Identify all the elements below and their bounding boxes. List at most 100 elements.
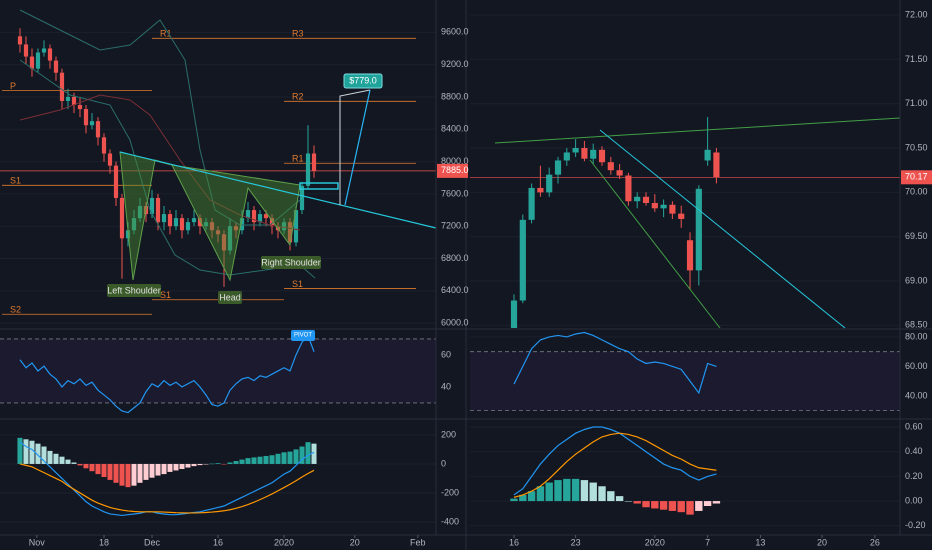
candle-body <box>269 218 275 227</box>
candle-body <box>311 153 317 171</box>
candle-body <box>233 226 239 231</box>
histogram-bar <box>53 453 59 464</box>
histogram-bar <box>17 437 23 464</box>
candle-body <box>101 137 107 154</box>
y-tick-label: 0.40 <box>905 446 923 456</box>
candle-body <box>660 204 667 209</box>
candle-body <box>528 187 535 220</box>
x-tick-label: Feb <box>410 537 426 547</box>
last-price-box <box>437 163 468 178</box>
candle-body <box>221 234 227 251</box>
histogram-bar <box>281 452 287 464</box>
histogram-bar <box>571 478 580 502</box>
pivot-label: R3 <box>292 29 304 39</box>
candle-body <box>197 218 203 227</box>
histogram-bar <box>263 455 269 464</box>
pane <box>470 331 900 412</box>
candle-body <box>17 36 23 45</box>
rsi-band <box>0 338 436 403</box>
y-tick-label: 200 <box>441 429 456 439</box>
histogram-bar <box>149 463 155 478</box>
y-tick-label: 6400.0 <box>441 285 469 295</box>
candle-body <box>695 188 702 271</box>
candle-body <box>590 149 597 159</box>
histogram-bar <box>143 463 149 480</box>
histogram-bar <box>651 501 659 509</box>
x-tick-label: 26 <box>870 537 880 547</box>
histogram-bar <box>83 463 89 469</box>
y-tick-label: 70.50 <box>905 142 928 152</box>
last-price-box <box>901 170 932 185</box>
candle-body <box>179 218 185 231</box>
histogram-bar <box>598 486 606 502</box>
histogram-bar <box>686 501 694 515</box>
histogram-bar <box>203 463 209 465</box>
histogram-bar <box>624 501 633 502</box>
histogram-bar <box>245 458 251 464</box>
histogram-bar <box>659 501 668 510</box>
candle-body <box>35 52 41 69</box>
y-tick-label: 40.00 <box>905 390 928 400</box>
pane <box>0 334 436 414</box>
last-price-label: 7885.0 <box>441 165 469 175</box>
candle-body <box>239 218 245 231</box>
histogram-bar <box>221 463 227 465</box>
histogram-bar <box>197 463 203 466</box>
y-tick-label: 40 <box>441 381 451 391</box>
candle-body <box>215 230 221 235</box>
bollinger-upper <box>19 9 301 226</box>
histogram-bar <box>703 501 712 507</box>
annotation: Left Shoulder <box>107 285 161 295</box>
histogram-bar <box>554 480 562 502</box>
neckline <box>119 151 437 229</box>
pivot-label: P <box>10 81 16 91</box>
y-tick-label: -0.20 <box>905 520 926 530</box>
histogram-bar <box>257 456 263 464</box>
annotation: $779.0 <box>349 75 377 85</box>
histogram-bar <box>113 463 119 483</box>
candle-body <box>281 222 287 231</box>
y-tick-label: 0 <box>441 458 446 468</box>
candle-body <box>546 174 553 193</box>
pivot-label: S1 <box>292 279 303 289</box>
candle-body <box>149 197 155 215</box>
candle-body <box>519 219 526 301</box>
histogram-bar <box>179 463 185 470</box>
candle-body <box>71 96 77 106</box>
annotation: Head <box>219 292 241 302</box>
pivot-label: R1 <box>292 154 304 164</box>
candle-body <box>537 187 544 193</box>
histogram-bar <box>633 501 641 504</box>
histogram-bar <box>35 443 41 464</box>
candle-body <box>173 218 179 227</box>
histogram-bar <box>59 456 65 464</box>
histogram-bar <box>589 482 597 502</box>
candle-body <box>263 214 269 219</box>
x-tick-label: 16 <box>509 537 519 547</box>
histogram-bar <box>275 453 281 464</box>
indicator-line <box>513 331 717 395</box>
histogram-bar <box>563 478 571 502</box>
indicator-line <box>19 334 315 414</box>
candle-body <box>209 222 215 231</box>
y-tick-label: 6000.0 <box>441 318 469 328</box>
x-tick-label: 2020 <box>274 537 294 547</box>
histogram-bar <box>215 463 221 464</box>
candle-body <box>41 48 47 53</box>
y-tick-label: 8800.0 <box>441 91 469 101</box>
candle-body <box>47 48 53 61</box>
y-tick-label: 7200.0 <box>441 221 469 231</box>
candle-body <box>257 214 263 223</box>
y-tick-label: 60 <box>441 349 451 359</box>
pane: R1 R3 P R2 R1 S1 S1 S1 S2 <box>0 28 436 324</box>
pane <box>470 426 900 527</box>
pivot-label: R1 <box>160 29 172 39</box>
pane <box>470 14 900 328</box>
candle-body <box>167 214 173 227</box>
candle-body <box>131 218 137 231</box>
histogram-bar <box>251 457 257 464</box>
histogram-bar <box>677 501 685 513</box>
histogram-bar <box>71 462 77 464</box>
histogram-bar <box>545 482 553 502</box>
indicator-line <box>513 426 717 496</box>
